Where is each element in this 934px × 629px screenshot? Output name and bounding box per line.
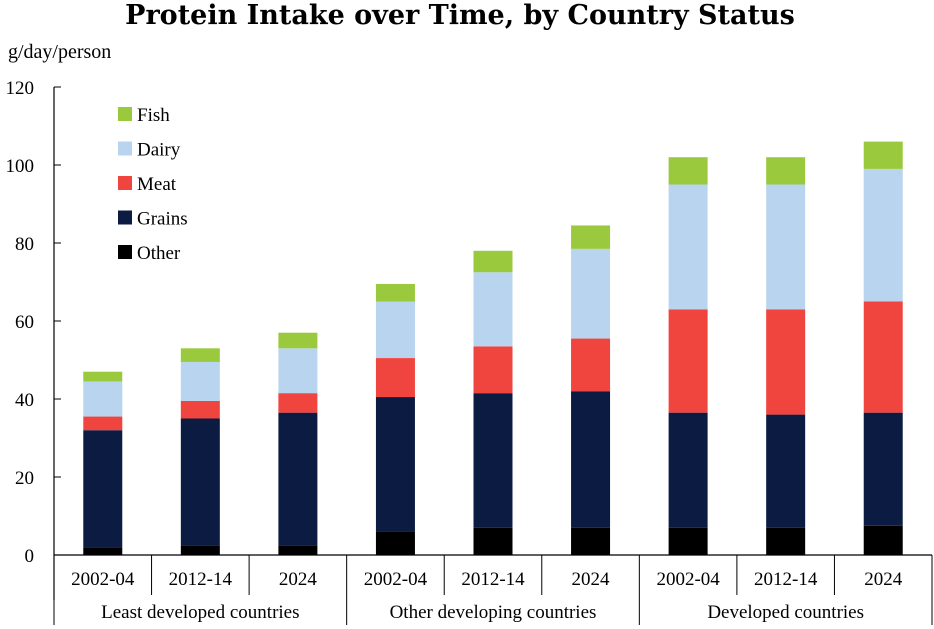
bar-segment-other: [571, 527, 611, 555]
bar-segment-dairy: [571, 248, 611, 339]
bar-segment-grains: [375, 397, 415, 532]
bar-segment-dairy: [668, 184, 708, 310]
bar-segment-fish: [766, 157, 806, 185]
bar-segment-meat: [180, 400, 220, 419]
x-tick-label: 2012-14: [461, 569, 525, 590]
bar-segment-fish: [668, 157, 708, 185]
x-tick-label: 2002-04: [656, 569, 720, 590]
bar-segment-dairy: [473, 272, 513, 347]
legend-label-fish: Fish: [137, 105, 170, 126]
bar-segment-meat: [668, 309, 708, 413]
legend-swatch-meat: [118, 176, 132, 190]
y-tick-label: 20: [15, 468, 34, 489]
bar-segment-grains: [278, 412, 318, 546]
group-label: Least developed countries: [101, 602, 299, 623]
bar-segment-fish: [571, 225, 611, 249]
bar-segment-other: [863, 525, 903, 555]
legend-label-dairy: Dairy: [137, 140, 181, 161]
legend-swatch-dairy: [118, 141, 132, 156]
bar-segment-other: [83, 547, 123, 555]
x-tick-label: 2024: [572, 569, 611, 590]
bar-segment-other: [668, 527, 708, 555]
x-tick-label: 2012-14: [169, 569, 233, 590]
legend-label-other: Other: [137, 243, 181, 264]
group-label: Developed countries: [707, 602, 864, 623]
bar-segment-fish: [180, 348, 220, 362]
y-tick-label: 80: [15, 234, 34, 255]
bar-segment-grains: [83, 430, 123, 548]
bar-segment-other: [180, 545, 220, 555]
bar-segment-grains: [863, 412, 903, 526]
legend-label-meat: Meat: [137, 174, 177, 195]
bar-segment-fish: [83, 371, 123, 382]
bar-segment-other: [278, 545, 318, 555]
bar-segment-other: [766, 527, 806, 555]
x-tick-label: 2002-04: [364, 569, 428, 590]
y-tick-label: 40: [15, 390, 34, 411]
bars: [83, 141, 903, 555]
x-tick-label: 2024: [279, 569, 318, 590]
x-tick-label: 2012-14: [754, 569, 818, 590]
y-tick-label: 0: [25, 546, 35, 567]
bar-segment-meat: [571, 338, 611, 392]
bar-segment-dairy: [180, 361, 220, 401]
y-tick-label: 100: [6, 156, 35, 177]
legend-swatch-other: [118, 245, 132, 259]
bar-segment-meat: [375, 358, 415, 398]
bar-segment-fish: [863, 141, 903, 169]
x-tick-label: 2002-04: [71, 569, 135, 590]
bar-segment-dairy: [766, 184, 806, 310]
bar-segment-other: [473, 527, 513, 555]
bar-segment-meat: [473, 346, 513, 394]
bar-segment-dairy: [83, 381, 123, 417]
y-tick-label: 120: [6, 78, 35, 99]
bar-segment-other: [375, 531, 415, 555]
y-tick-label: 60: [15, 312, 34, 333]
y-axis-label: g/day/person: [8, 41, 111, 63]
bar-segment-grains: [180, 418, 220, 546]
bar-segment-fish: [473, 250, 513, 273]
bar-segment-grains: [766, 414, 806, 528]
bar-segment-dairy: [278, 348, 318, 394]
bar-segment-dairy: [375, 301, 415, 359]
chart-title: Protein Intake over Time, by Country Sta…: [125, 0, 795, 31]
bar-segment-dairy: [863, 168, 903, 302]
legend-swatch-grains: [118, 210, 132, 225]
bar-segment-fish: [278, 332, 318, 349]
legend: Fish Dairy Meat Grains Other: [118, 105, 188, 264]
bar-segment-fish: [375, 283, 415, 302]
legend-label-grains: Grains: [137, 209, 188, 230]
group-label: Other developing countries: [390, 602, 597, 623]
bar-segment-grains: [571, 391, 611, 528]
bar-segment-grains: [473, 393, 513, 528]
bar-segment-grains: [668, 412, 708, 528]
bar-segment-meat: [766, 309, 806, 415]
bar-segment-meat: [83, 416, 123, 431]
bar-segment-meat: [278, 393, 318, 413]
bar-segment-meat: [863, 301, 903, 413]
x-axis-labels: 2002-04 2012-14 2024 2002-04 2012-14 2024 2002…: [53, 555, 933, 625]
x-tick-label: 2024: [864, 569, 903, 590]
legend-swatch-fish: [118, 107, 132, 121]
